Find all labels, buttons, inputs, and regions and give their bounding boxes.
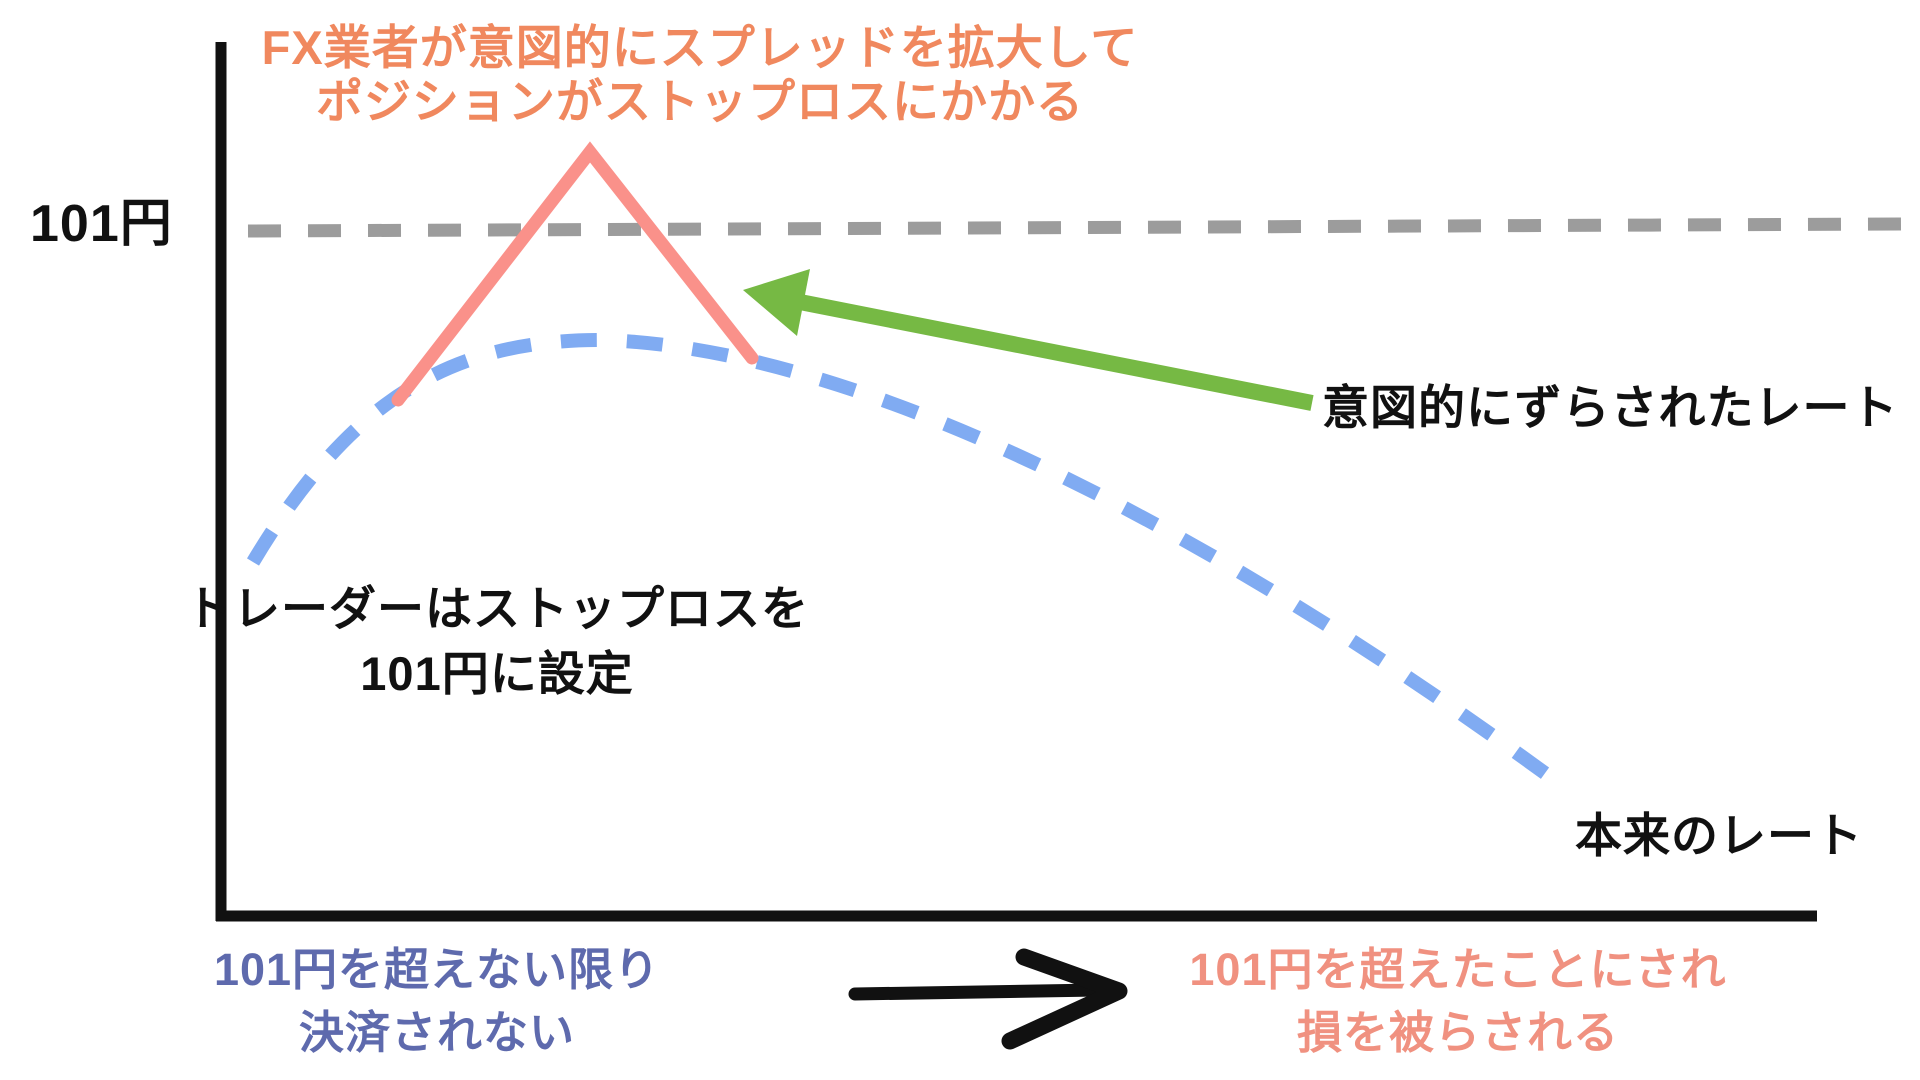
caption-left-line-1: 101円を超えない限り	[213, 944, 661, 995]
trader-stoploss-note-line-2: 101円に設定	[360, 647, 634, 700]
green-arrow-shaft	[798, 294, 1314, 411]
caption-right-line-2: 損を被らされる	[1296, 1007, 1620, 1058]
original-rate-label: 本来のレート	[1575, 809, 1863, 862]
flow-arrow-shaft	[848, 983, 1105, 1001]
caption-right-line-1: 101円を超えたことにされ	[1189, 944, 1727, 995]
title-line-1: FX業者が意図的にスプレッドを拡大して	[261, 21, 1139, 74]
title-line-2: ポジションがストップロスにかかる	[316, 75, 1084, 128]
spread-spike-line	[391, 141, 759, 407]
trader-stoploss-note-line-1: トレーダーはストップロスを	[185, 582, 809, 635]
flow-arrow-head-icon	[1001, 948, 1128, 1050]
price-level-dashed-line	[247, 217, 1909, 238]
original-rate-curve	[246, 332, 1562, 788]
green-arrow-head-icon	[743, 269, 810, 336]
y-axis-price-label: 101円	[30, 195, 173, 253]
shifted-rate-label: 意図的にずらされたレート	[1322, 381, 1899, 434]
caption-left-line-2: 決済されない	[298, 1007, 576, 1058]
